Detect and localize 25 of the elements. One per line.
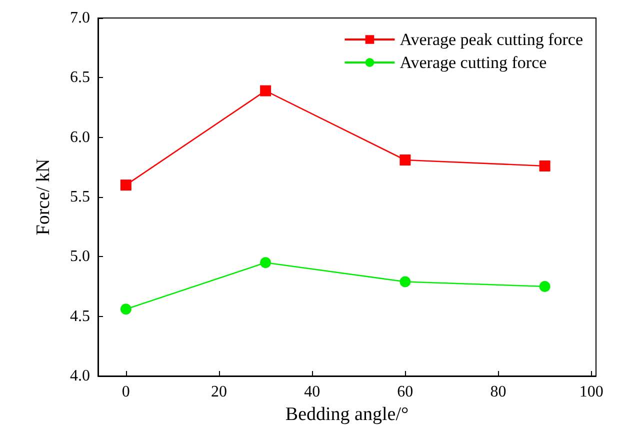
- y-tick-label: 6.0: [70, 128, 90, 146]
- point: [260, 257, 272, 268]
- y-axis-title: Force/ kN: [33, 158, 54, 236]
- point: [539, 281, 550, 292]
- x-axis-title: Bedding angle/°: [285, 404, 409, 425]
- point: [400, 154, 411, 166]
- y-tick-label: 5.0: [70, 248, 90, 266]
- point: [120, 180, 132, 191]
- y-tick-label: 7.0: [70, 10, 90, 26]
- legend-label: Average peak cutting force: [400, 30, 583, 49]
- x-tick-label: 40: [304, 384, 320, 400]
- point: [260, 85, 272, 96]
- point: [400, 276, 411, 288]
- x-tick-label: 80: [490, 384, 506, 400]
- point: [120, 304, 132, 315]
- point: [539, 160, 550, 172]
- x-tick-label: 100: [579, 384, 604, 400]
- y-tick-label: 6.5: [70, 69, 90, 86]
- x-tick-label: 20: [211, 384, 228, 400]
- legend-label: Average cutting force: [400, 53, 547, 72]
- y-tick-label: 4.5: [70, 308, 90, 325]
- x-tick-label: 0: [122, 384, 130, 400]
- x-tick-label: 60: [397, 384, 414, 400]
- y-tick-label: 4.0: [70, 368, 90, 384]
- y-tick-label: 5.5: [70, 188, 90, 206]
